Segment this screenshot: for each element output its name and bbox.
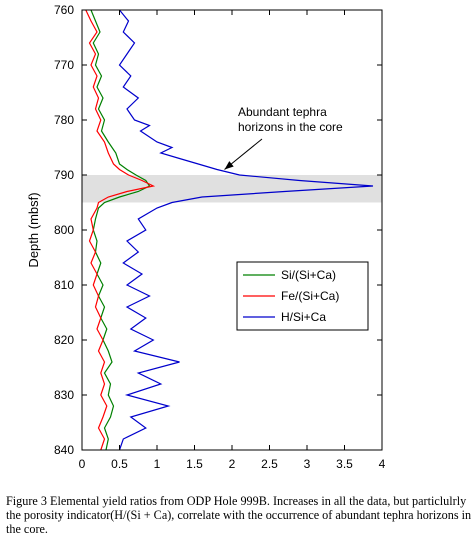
legend-label-fe: Fe/(Si+Ca)	[281, 289, 339, 303]
y-tick-label: 840	[54, 443, 74, 457]
ticks: 0 0.5 1 1.5 2 2.5 3 3.5 4 760 770 780 790 800 810 820 83…	[54, 3, 386, 471]
y-tick-label: 790	[54, 168, 74, 182]
x-tick-label: 0	[79, 457, 86, 471]
series-group	[85, 9, 374, 451]
x-tick-label: 3	[304, 457, 311, 471]
y-tick-label: 830	[54, 388, 74, 402]
x-tick-label: 4	[379, 457, 386, 471]
series-line-1	[85, 9, 156, 451]
x-tick-label: 0.5	[111, 457, 128, 471]
y-tick-label: 820	[54, 333, 74, 347]
x-tick-label: 1.5	[186, 457, 203, 471]
figure-caption: Figure 3 Elemental yield ratios from ODP…	[6, 494, 472, 536]
y-axis-title: Depth (mbsf)	[26, 192, 41, 267]
x-tick-label: 1	[154, 457, 161, 471]
y-tick-label: 770	[54, 58, 74, 72]
x-tick-label: 2.5	[261, 457, 278, 471]
legend: Si/(Si+Ca) Fe/(Si+Ca) H/Si+Ca	[236, 261, 369, 331]
y-tick-label: 800	[54, 223, 74, 237]
annotation-line-2: horizons in the core	[238, 120, 343, 134]
annotation-arrow-head	[224, 161, 234, 170]
legend-label-si: Si/(Si+Ca)	[281, 268, 336, 282]
annotation-line-1: Abundant tephra	[238, 105, 327, 119]
x-tick-label: 3.5	[336, 457, 353, 471]
plot-frame	[81, 9, 383, 451]
legend-label-h: H/Si+Ca	[281, 310, 326, 324]
x-tick-label: 2	[229, 457, 236, 471]
y-tick-label: 780	[54, 113, 74, 127]
chart: 0 0.5 1 1.5 2 2.5 3 3.5 4 760 770 780 790 800 810 820 83…	[26, 3, 386, 471]
y-tick-label: 760	[54, 3, 74, 17]
series-line-2	[118, 9, 374, 451]
y-tick-label: 810	[54, 278, 74, 292]
series-line-0	[90, 9, 151, 451]
